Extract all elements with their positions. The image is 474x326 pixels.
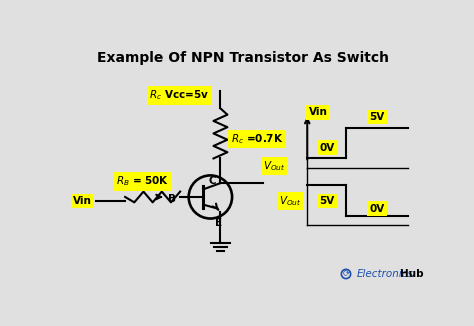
Text: E: E xyxy=(215,218,222,228)
Text: C: C xyxy=(209,176,217,186)
Text: $R_B$ = 50K: $R_B$ = 50K xyxy=(116,175,170,188)
Text: Vin: Vin xyxy=(309,107,328,117)
Text: $R_c$ Vcc=5v: $R_c$ Vcc=5v xyxy=(149,88,210,102)
Text: 5V: 5V xyxy=(319,196,334,206)
Text: 5V: 5V xyxy=(369,112,384,122)
Text: 0V: 0V xyxy=(369,203,384,214)
Text: $V_{Out}$: $V_{Out}$ xyxy=(264,159,286,173)
Text: Electronics: Electronics xyxy=(357,269,414,279)
Text: ⟳: ⟳ xyxy=(343,270,349,278)
Text: $V_{Out}$: $V_{Out}$ xyxy=(279,194,301,208)
Text: $R_c$ =0.7K: $R_c$ =0.7K xyxy=(231,132,283,146)
Text: B: B xyxy=(168,194,176,203)
Text: Example Of NPN Transistor As Switch: Example Of NPN Transistor As Switch xyxy=(97,52,389,66)
Text: Hub: Hub xyxy=(400,269,424,279)
Text: 0V: 0V xyxy=(319,143,334,153)
Text: Vin: Vin xyxy=(73,196,92,206)
